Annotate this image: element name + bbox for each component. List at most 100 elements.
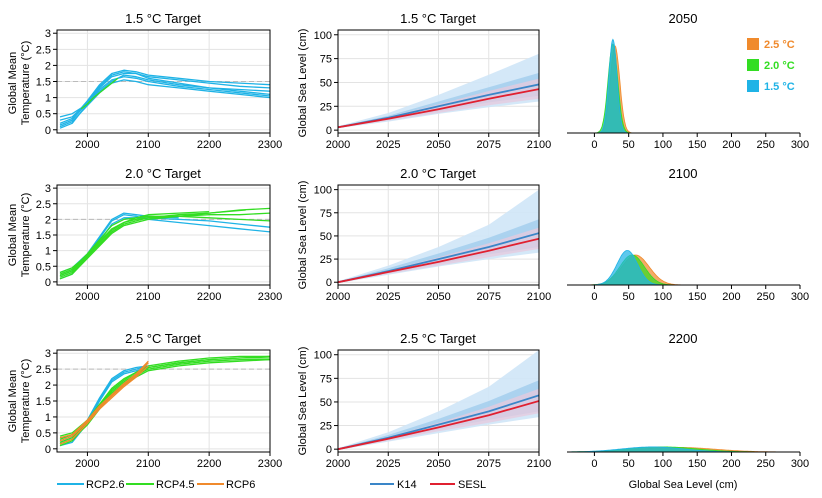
- x-tick-label: 100: [654, 458, 672, 470]
- histogram-15: [567, 446, 800, 452]
- y-tick-label: 0: [45, 444, 51, 456]
- x-tick-label: 2300: [258, 291, 282, 303]
- panel-title-temp-3: 2.5 °C Target: [125, 331, 201, 346]
- legend-label-rcp45: RCP4.5: [156, 479, 195, 491]
- panel-temp-2: 2000 2100 2200 2300 0 0.5 1 1.5 2 2.5 3: [36, 183, 283, 303]
- series-line-rcp45: [59, 358, 270, 445]
- sesl-band: [338, 388, 539, 450]
- x-tick-label: 2300: [258, 139, 282, 151]
- series-line-rcp45: [59, 209, 246, 280]
- legend-label-2-0c: 2.0 °C: [764, 60, 795, 72]
- panel-temp-3: 2000 2100 2200 2300 0 0.5 1 1.5 2 2.5 3: [36, 348, 283, 470]
- x-tick-label: 2200: [197, 291, 221, 303]
- y-tick-label: 75: [320, 54, 332, 66]
- y-tick-label: 0.5: [36, 109, 51, 121]
- plot-area: [59, 69, 270, 129]
- series-line-rcp26: [59, 79, 270, 128]
- series-line-rcp45: [59, 215, 270, 275]
- x-tick-label: 2200: [197, 139, 221, 151]
- x-tick-label: 200: [722, 291, 740, 303]
- series-line-rcp26: [59, 76, 270, 129]
- panel-title-hist-2050: 2050: [669, 11, 698, 26]
- series-line-rcp45: [59, 210, 210, 274]
- panel-title-temp-2: 2.0 °C Target: [125, 166, 201, 181]
- y-tick-label: 2.5: [36, 44, 51, 56]
- y-tick-label: 2.5: [36, 364, 51, 376]
- panel-title-hist-2200: 2200: [669, 331, 698, 346]
- x-tick-label: 2000: [326, 458, 350, 470]
- x-tick-label: 250: [757, 291, 775, 303]
- legend-label-2-5c: 2.5 °C: [764, 39, 795, 51]
- y-tick-label: 25: [320, 101, 332, 113]
- y-tick-label: 50: [320, 231, 332, 243]
- x-tick-label: 100: [654, 139, 672, 151]
- x-tick-label: 300: [791, 291, 809, 303]
- series-line-sesl: [338, 237, 539, 284]
- x-tick-label: 2075: [477, 139, 501, 151]
- y-tick-label: 1: [45, 246, 51, 258]
- x-tick-label: 2025: [376, 458, 400, 470]
- x-tick-label: 2000: [326, 291, 350, 303]
- x-tick-label: 2000: [75, 139, 99, 151]
- temperature-legend: RCP2.6 RCP4.5 RCP6: [57, 479, 255, 491]
- panel-slr-2: 2000 2025 2050 2075 2100 0 25 50 75 100: [314, 184, 551, 303]
- x-tick-label: 0: [591, 139, 597, 151]
- legend-label-rcp26: RCP2.6: [86, 479, 125, 491]
- x-tick-label: 150: [688, 291, 706, 303]
- x-tick-label: 300: [791, 458, 809, 470]
- x-tick-label: 200: [722, 139, 740, 151]
- x-tick-label: 2000: [75, 291, 99, 303]
- x-tick-label: 2200: [197, 458, 221, 470]
- x-tick-label: 2300: [258, 458, 282, 470]
- x-tick-label: 0: [591, 291, 597, 303]
- panel-hist-2050: 0 50 100 150 200 250 300: [567, 38, 809, 151]
- x-tick-label: 2050: [426, 458, 450, 470]
- slr-1-ylabel: Global Sea Level (cm): [297, 29, 309, 138]
- plot-area: [338, 350, 539, 451]
- histogram-15: [567, 250, 800, 285]
- y-tick-label: 2: [45, 380, 51, 392]
- y-tick-label: 0: [326, 277, 332, 289]
- x-tick-label: 150: [688, 139, 706, 151]
- panel-title-temp-1: 1.5 °C Target: [125, 11, 201, 26]
- y-tick-label: 3: [45, 28, 51, 40]
- panel-title-hist-2100: 2100: [669, 166, 698, 181]
- series-line-rcp6: [59, 360, 149, 439]
- x-tick-label: 2100: [527, 291, 551, 303]
- x-tick-label: 2100: [136, 291, 160, 303]
- y-tick-label: 0: [326, 444, 332, 456]
- temp-2-ylabel-line2: Temperature (°C): [20, 193, 32, 277]
- slr-2-ylabel: Global Sea Level (cm): [297, 181, 309, 290]
- y-tick-label: 25: [320, 421, 332, 433]
- plot-area: [59, 355, 270, 447]
- x-tick-label: 150: [688, 458, 706, 470]
- slr-3-ylabel: Global Sea Level (cm): [297, 347, 309, 456]
- x-tick-label: 2050: [426, 291, 450, 303]
- y-tick-label: 100: [314, 350, 332, 362]
- panel-slr-3: 2000 2025 2050 2075 2100 0 25 50 75 100: [314, 349, 551, 470]
- legend-label-k14: K14: [397, 479, 417, 491]
- histogram-25: [567, 254, 800, 285]
- x-tick-label: 2075: [477, 458, 501, 470]
- plot-area: [567, 446, 800, 452]
- x-tick-label: 2100: [527, 139, 551, 151]
- y-tick-label: 3: [45, 348, 51, 360]
- y-tick-label: 1: [45, 412, 51, 424]
- series-line-rcp45: [59, 357, 270, 444]
- series-line-rcp6: [59, 365, 149, 445]
- x-tick-label: 50: [623, 458, 635, 470]
- y-tick-label: 50: [320, 77, 332, 89]
- series-line-rcp26: [59, 366, 149, 447]
- y-tick-label: 1.5: [36, 230, 51, 242]
- histogram-xlabel: Global Sea Level (cm): [629, 479, 738, 491]
- legend-swatch-1-5c: [747, 80, 759, 92]
- y-tick-label: 0.5: [36, 428, 51, 440]
- panel-temp-1: 2000 2100 2200 2300 0 0.5 1 1.5 2 2.5 3: [36, 28, 283, 151]
- x-tick-label: 2100: [527, 458, 551, 470]
- plot-area: [338, 53, 539, 129]
- histogram-20: [567, 254, 800, 285]
- x-tick-label: 2025: [376, 139, 400, 151]
- plot-area: [338, 189, 539, 284]
- x-tick-label: 2100: [136, 139, 160, 151]
